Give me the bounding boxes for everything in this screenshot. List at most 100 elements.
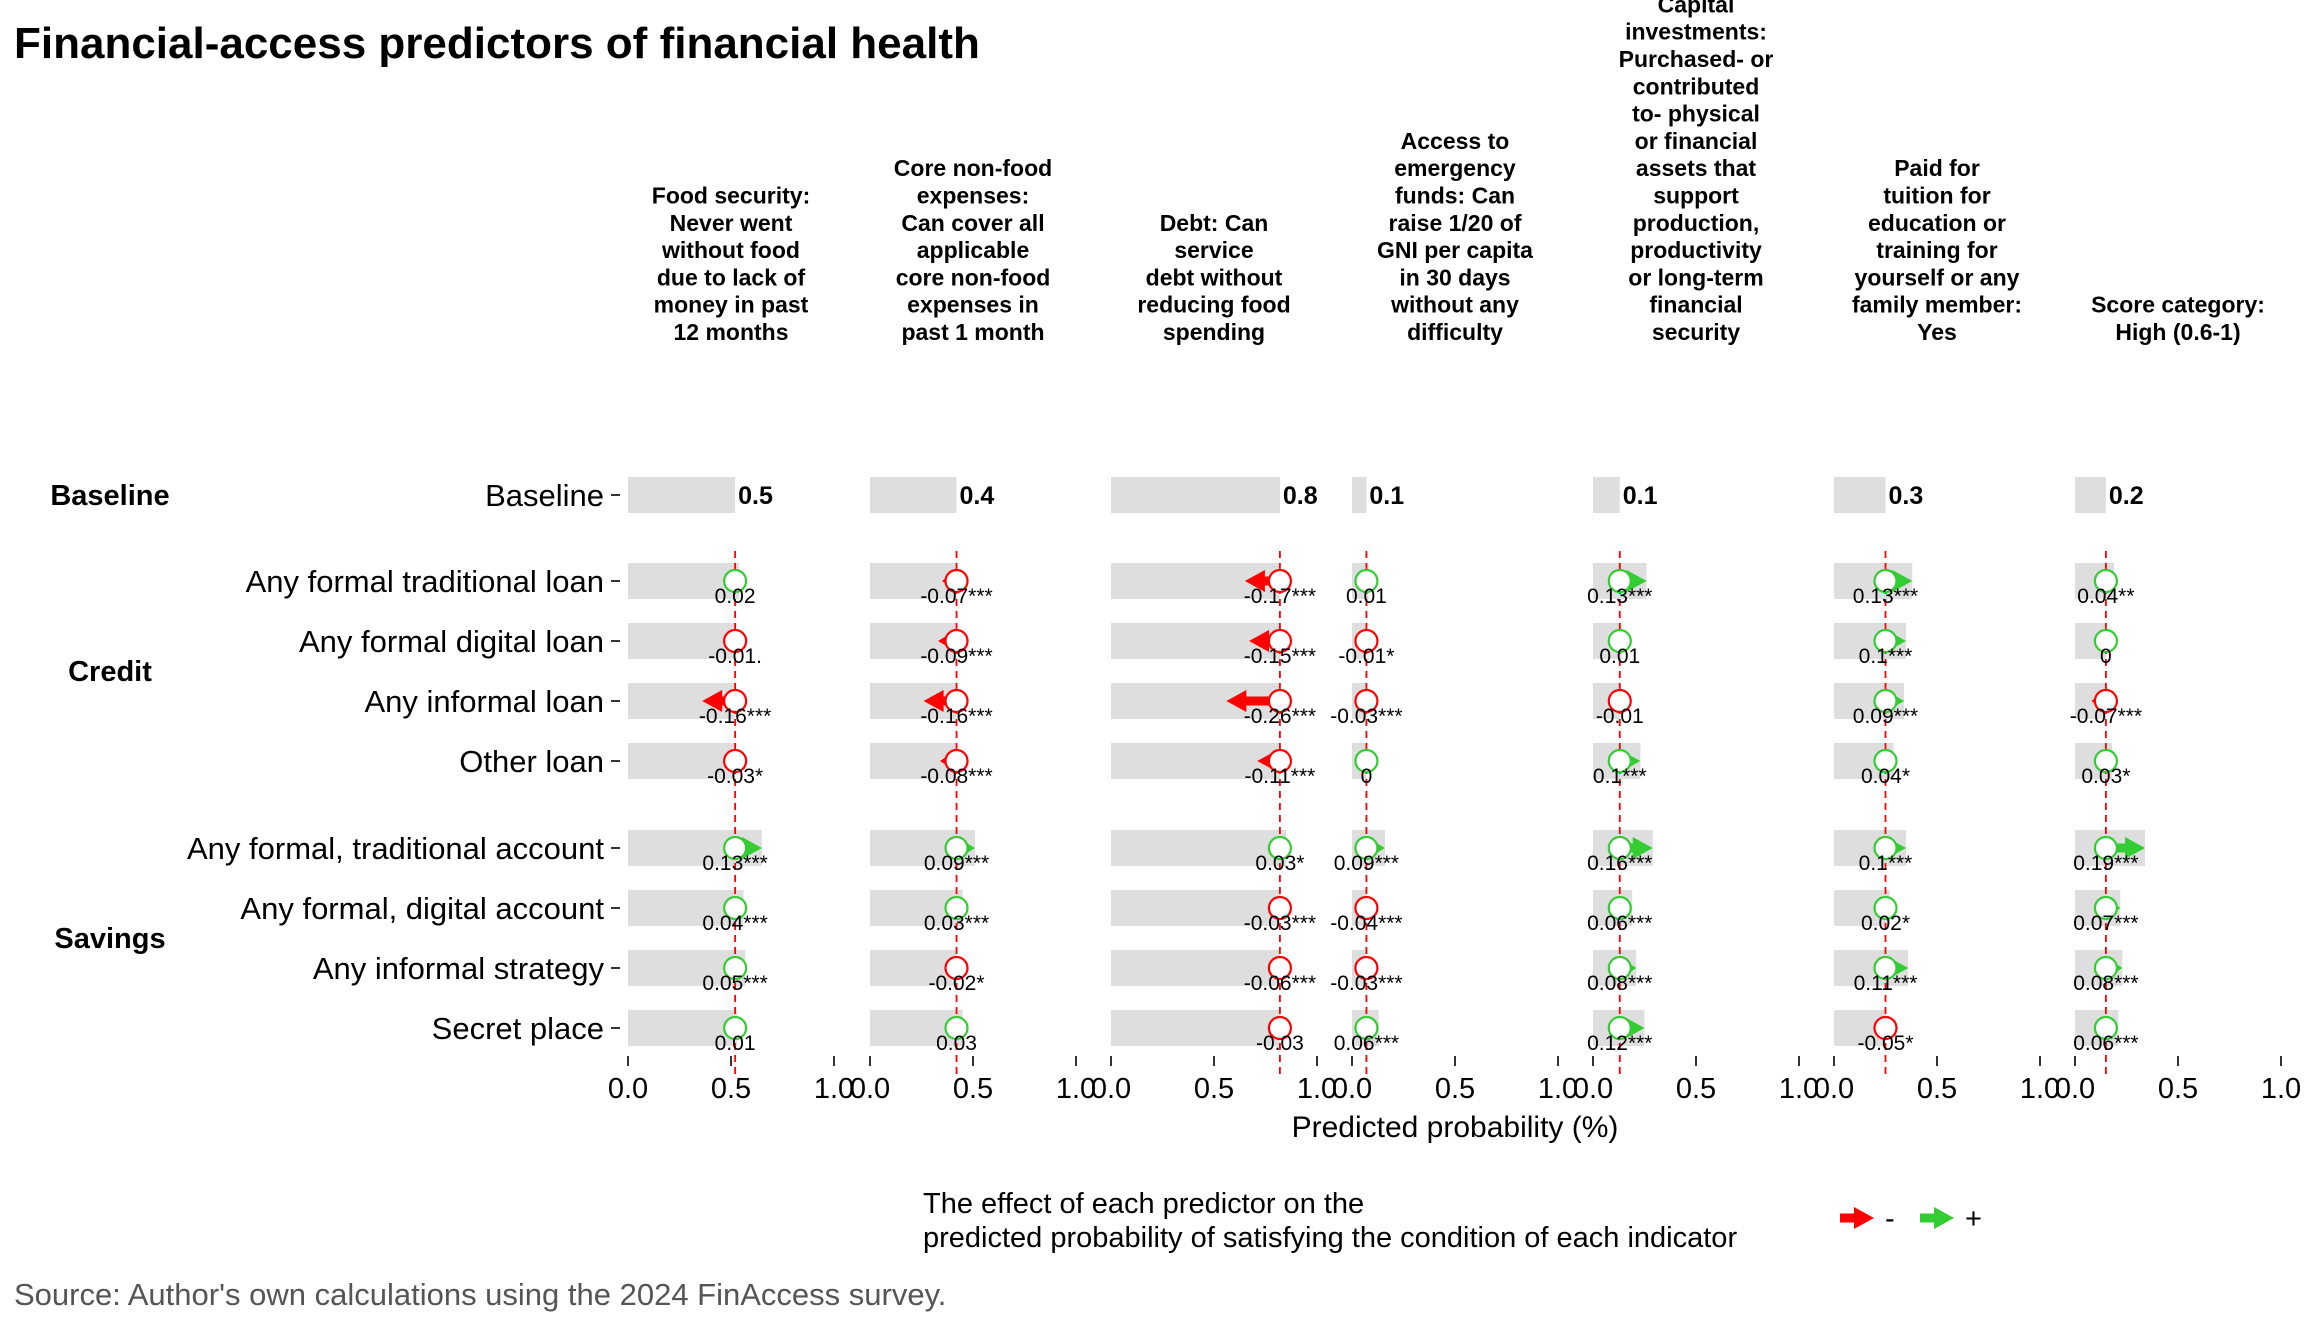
x-tick-label: 0.0 xyxy=(850,1073,890,1105)
x-tick-label: 1.0 xyxy=(1056,1073,1096,1105)
effect-bar xyxy=(628,623,736,659)
row-label: Any formal, digital account xyxy=(240,891,604,926)
effect-bar xyxy=(628,1010,738,1046)
effect-marker xyxy=(1267,748,1293,774)
effect-value-label: -0.03*** xyxy=(1330,972,1402,995)
x-tick-label: 0.0 xyxy=(1091,1073,1131,1105)
effect-marker xyxy=(1873,955,1898,981)
effect-value-label: -0.16*** xyxy=(920,705,992,728)
effect-bar xyxy=(1111,830,1287,866)
effect-value-label: 0.03*** xyxy=(924,912,989,935)
effect-value-label: -0.02* xyxy=(928,972,984,995)
effect-marker xyxy=(1607,568,1632,594)
effect-marker xyxy=(1607,688,1632,714)
negative-arrow xyxy=(1226,690,1280,712)
row-label: Baseline xyxy=(485,478,604,513)
effect-marker xyxy=(944,688,969,714)
x-tick-label: 0.5 xyxy=(1194,1073,1234,1105)
effect-marker xyxy=(1267,955,1293,981)
panel: Food security: Never went without food due … xyxy=(608,183,854,1106)
x-tick-label: 1.0 xyxy=(2020,1073,2060,1105)
effect-value-label: -0.08*** xyxy=(920,765,992,788)
effect-value-label: 0.01 xyxy=(715,1032,756,1055)
x-tick-label: 0.5 xyxy=(711,1073,751,1105)
effect-marker xyxy=(1354,1015,1379,1041)
x-tick-label: 0.0 xyxy=(608,1073,648,1105)
effect-marker xyxy=(944,835,969,861)
effect-value-label: 0.16*** xyxy=(1587,852,1652,875)
effect-marker xyxy=(1267,835,1293,861)
effect-value-label: -0.03*** xyxy=(1330,705,1402,728)
effect-marker xyxy=(1354,955,1379,981)
effect-value-label: 0.13*** xyxy=(1853,585,1918,608)
effect-value-label: 0.09*** xyxy=(1334,852,1399,875)
effect-value-label: 0.03* xyxy=(1255,852,1304,875)
x-tick-label: 1.0 xyxy=(1297,1073,1337,1105)
effect-marker xyxy=(1873,835,1898,861)
effect-value-label: 0.1*** xyxy=(1859,852,1913,875)
effect-value-label: 0.11*** xyxy=(1854,972,1918,995)
effect-marker xyxy=(1873,628,1898,654)
row-label: Any formal, traditional account xyxy=(187,831,604,866)
effect-value-label: 0.1*** xyxy=(1859,645,1913,668)
x-tick-label: 0.0 xyxy=(1332,1073,1372,1105)
effect-value-label: 0.13*** xyxy=(702,852,767,875)
effect-marker xyxy=(1267,1015,1293,1041)
baseline-value-label: 0.5 xyxy=(738,482,773,510)
effect-marker xyxy=(723,1015,748,1041)
effect-value-label: 0.03 xyxy=(936,1032,977,1055)
effect-marker xyxy=(723,688,748,714)
group-labels: Baseline Credit Savings xyxy=(50,480,169,955)
effect-marker xyxy=(1354,688,1379,714)
positive-arrow xyxy=(2105,837,2146,859)
effect-marker xyxy=(2093,1015,2118,1041)
effect-value-label: -0.01 xyxy=(1596,705,1644,728)
x-axis-label: Predicted probability (%) xyxy=(1292,1111,1619,1144)
effect-value-label: 0.04** xyxy=(2077,585,2134,608)
effect-value-label: 0.01 xyxy=(1346,585,1387,608)
group-label: Credit xyxy=(68,656,152,688)
effect-value-label: -0.01* xyxy=(1338,645,1394,668)
x-tick-label: 0.0 xyxy=(1573,1073,1613,1105)
effect-marker xyxy=(1873,1015,1898,1041)
effect-marker xyxy=(944,568,969,594)
effect-marker xyxy=(2093,835,2118,861)
effect-bar xyxy=(628,563,740,599)
baseline-bar xyxy=(1111,477,1280,513)
effect-marker xyxy=(1873,748,1898,774)
effect-value-label: 0.19*** xyxy=(2073,852,2138,875)
legend-key xyxy=(1840,1207,1874,1229)
panel-title: Core non-food expenses: Can cover all appli… xyxy=(894,155,1052,345)
effect-marker xyxy=(1607,748,1632,774)
effect-marker xyxy=(2093,568,2118,594)
effect-value-label: -0.06*** xyxy=(1244,972,1316,995)
panel-title: Food security: Never went without food due … xyxy=(652,183,810,346)
effect-value-label: -0.01. xyxy=(708,645,762,668)
effect-value-label: 0.01 xyxy=(1599,645,1640,668)
effect-value-label: 0.03* xyxy=(2081,765,2130,788)
x-tick-label: 1.0 xyxy=(814,1073,854,1105)
effect-marker xyxy=(2093,955,2118,981)
effect-bar xyxy=(870,950,957,986)
baseline-bar xyxy=(628,477,736,513)
effect-value-label: 0.12*** xyxy=(1587,1032,1652,1055)
effect-marker xyxy=(944,628,969,654)
effect-marker xyxy=(1607,835,1632,861)
effect-marker xyxy=(1873,688,1898,714)
baseline-bar xyxy=(2075,477,2106,513)
effect-value-label: 0.04*** xyxy=(702,912,767,935)
effect-marker xyxy=(723,895,748,921)
effect-marker xyxy=(1267,628,1293,654)
baseline-bar xyxy=(1834,477,1886,513)
effect-value-label: -0.16*** xyxy=(699,705,771,728)
effect-value-label: 0.1*** xyxy=(1593,765,1647,788)
baseline-value-label: 0.4 xyxy=(960,482,995,510)
baseline-value-label: 0.2 xyxy=(2109,482,2144,510)
x-tick-label: 1.0 xyxy=(1779,1073,1819,1105)
effect-value-label: 0.07*** xyxy=(2073,912,2138,935)
effect-marker xyxy=(1267,895,1293,921)
panel-title: Debt: Can service debt without reducing foo… xyxy=(1137,210,1290,345)
x-tick-label: 0.5 xyxy=(953,1073,993,1105)
panel: Paid for tuition for education or training … xyxy=(1814,155,2060,1105)
